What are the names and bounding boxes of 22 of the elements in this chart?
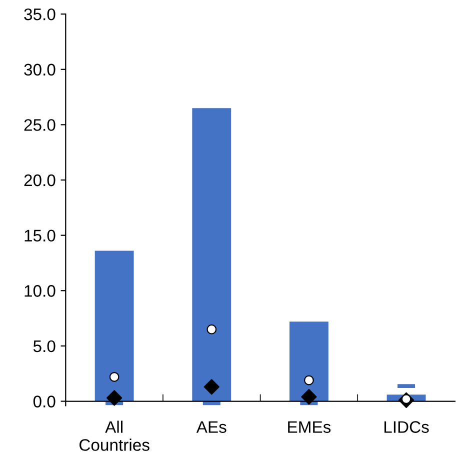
y-tick-label: 20.0 (24, 174, 56, 186)
y-tick-label: 10.0 (24, 285, 56, 297)
x-tick-label: LIDCs (384, 421, 429, 433)
point (106, 390, 122, 406)
bar (192, 108, 232, 402)
bar (289, 322, 328, 402)
point (109, 372, 120, 382)
y-tick-label: 25.0 (24, 119, 56, 131)
point (304, 375, 314, 386)
y-tick-label: 5.0 (33, 340, 56, 352)
y-tick-label: 30.0 (24, 64, 56, 76)
x-tick-label: AEs (196, 421, 226, 433)
bar (94, 250, 134, 402)
y-tick-label: 35.0 (24, 8, 56, 20)
x-tick-label: All Countries (80, 420, 150, 451)
point (204, 379, 220, 395)
x-tick-label: EMEs (288, 421, 331, 433)
bar (398, 384, 416, 388)
y-tick-label: 0.0 (33, 396, 56, 408)
point (206, 324, 217, 334)
point (301, 388, 317, 405)
y-tick-label: 15.0 (24, 230, 56, 242)
